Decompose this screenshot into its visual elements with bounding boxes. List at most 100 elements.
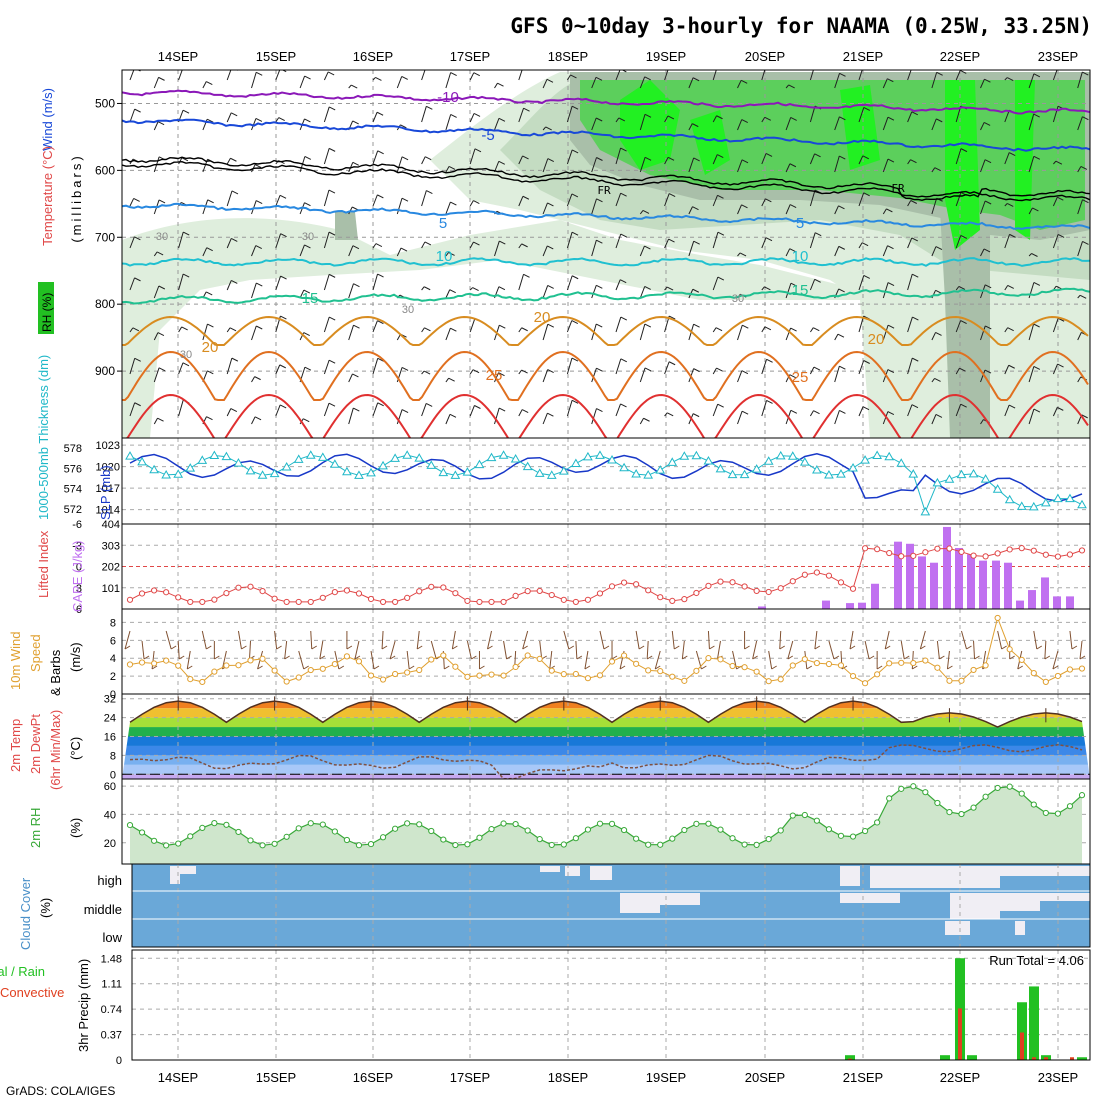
wind10-barb xyxy=(274,630,278,650)
lifted-index-marker xyxy=(837,579,845,586)
wind-barb xyxy=(566,400,573,417)
wind10-speed-marker xyxy=(801,656,808,663)
wind-barb xyxy=(882,158,889,173)
wind-barb xyxy=(907,404,913,417)
wind-barb xyxy=(372,112,378,123)
wind-barb xyxy=(980,325,986,341)
wind10-speed-marker xyxy=(548,667,555,674)
thickness-marker xyxy=(197,455,208,464)
thickness-marker xyxy=(619,462,629,472)
rh2m-marker xyxy=(283,833,290,840)
rh2m-marker xyxy=(608,820,616,827)
wind-barb-flag xyxy=(182,362,190,367)
wind-barb xyxy=(688,123,693,131)
lifted-index-marker xyxy=(633,581,640,588)
wind-barb xyxy=(907,70,912,81)
lifted-index-marker xyxy=(946,545,953,552)
wind-barb xyxy=(664,193,670,207)
wind-barb xyxy=(591,198,597,215)
wind-barb xyxy=(1052,196,1058,207)
wind-barb xyxy=(566,106,573,123)
rh2m-marker xyxy=(1054,810,1061,817)
wind-barb xyxy=(421,106,427,123)
wind10-barb-flag xyxy=(1071,645,1078,650)
precip-tick-label: 0.37 xyxy=(101,1030,122,1042)
thickness-marker xyxy=(980,474,991,483)
wind10-barb xyxy=(177,640,180,660)
wind-barb xyxy=(809,410,814,417)
wind-barb-flag xyxy=(1082,116,1089,121)
lifted-index-marker xyxy=(331,589,338,596)
rh2m-tick-label: 20 xyxy=(104,838,116,850)
wind-barb-flag xyxy=(571,399,579,404)
cloud-clear-segment xyxy=(1040,893,1090,901)
wind10-barb xyxy=(1033,630,1038,650)
temp-contour-label: 10 xyxy=(792,248,809,265)
wind10-barb-flag xyxy=(186,665,193,670)
wind-barb-flag xyxy=(207,199,214,204)
wind-barb-flag xyxy=(521,243,528,248)
wind-barb xyxy=(737,325,743,341)
wind-barb xyxy=(566,275,573,291)
wind10-speed-marker xyxy=(1078,665,1086,672)
wind-barb-flag xyxy=(984,78,991,83)
temp-color-band xyxy=(122,764,1090,775)
lifted-index-marker xyxy=(271,595,278,602)
top-date-label: 16SEP xyxy=(353,49,393,64)
wind-barb xyxy=(469,200,474,207)
wind-barb xyxy=(664,70,669,81)
credit-label: GrADS: COLA/IGES xyxy=(6,1084,115,1098)
wind-barb-flag xyxy=(1082,199,1089,204)
wind-barb xyxy=(882,208,887,215)
slp-tick-label: 1017 xyxy=(96,483,120,495)
wind-barb xyxy=(251,416,256,425)
temp-contour-label: 10 xyxy=(436,248,453,265)
rh2m-marker xyxy=(777,827,784,834)
wind-barb-flag xyxy=(156,251,164,256)
ylabel-rh: RH (%) xyxy=(40,293,54,332)
wind-barb-flag xyxy=(620,147,627,152)
wind-barb-flag xyxy=(547,412,554,417)
wind-barb-flag xyxy=(910,159,917,164)
wind-barb-flag xyxy=(596,323,603,328)
wind10-speed-marker xyxy=(886,660,893,667)
rh2m-marker xyxy=(861,827,869,835)
wind-barb xyxy=(907,273,913,291)
wind-barb xyxy=(445,289,451,299)
temp-contour-label: 30 xyxy=(180,349,192,361)
temp-contour-30 xyxy=(125,393,1089,438)
wind-barb-flag xyxy=(887,411,895,416)
rh2m-marker xyxy=(645,841,652,848)
wind10-barb xyxy=(430,640,437,660)
wind-barb xyxy=(639,210,644,215)
wind-barb-flag xyxy=(376,111,384,116)
wind-barb-flag xyxy=(644,286,651,290)
wind-barb xyxy=(931,246,937,257)
wind-barb-flag xyxy=(934,167,942,172)
wind-barb xyxy=(858,155,864,165)
wind-barb-flag xyxy=(596,239,603,244)
wind-barb-flag xyxy=(1006,77,1014,82)
precip-convective-bar xyxy=(1070,1057,1074,1060)
wind-barb xyxy=(761,286,765,291)
wind-barb xyxy=(639,157,646,173)
lifted-index-marker xyxy=(126,596,134,603)
wind-barb-flag xyxy=(717,403,724,408)
rh2m-marker xyxy=(1042,809,1049,817)
wind10-barb-flag xyxy=(522,645,528,650)
cape-bar xyxy=(943,526,951,609)
lifted-index-marker xyxy=(247,583,254,590)
wind10-barb xyxy=(864,640,870,660)
wind-barb xyxy=(785,248,791,257)
wind-barb-flag xyxy=(352,120,359,125)
wind-barb-flag xyxy=(230,157,237,162)
wind-barb-flag xyxy=(133,197,140,202)
precip-total-bar xyxy=(1077,1057,1087,1060)
wind-barb-flag xyxy=(693,157,700,162)
wind10-speed-marker xyxy=(307,666,314,674)
lifted-index-marker xyxy=(765,588,772,596)
wind10-barb xyxy=(522,630,529,650)
wind-barb-flag xyxy=(134,357,141,362)
wind10-barb-flag xyxy=(674,645,680,650)
wind-barb-flag xyxy=(837,333,845,338)
